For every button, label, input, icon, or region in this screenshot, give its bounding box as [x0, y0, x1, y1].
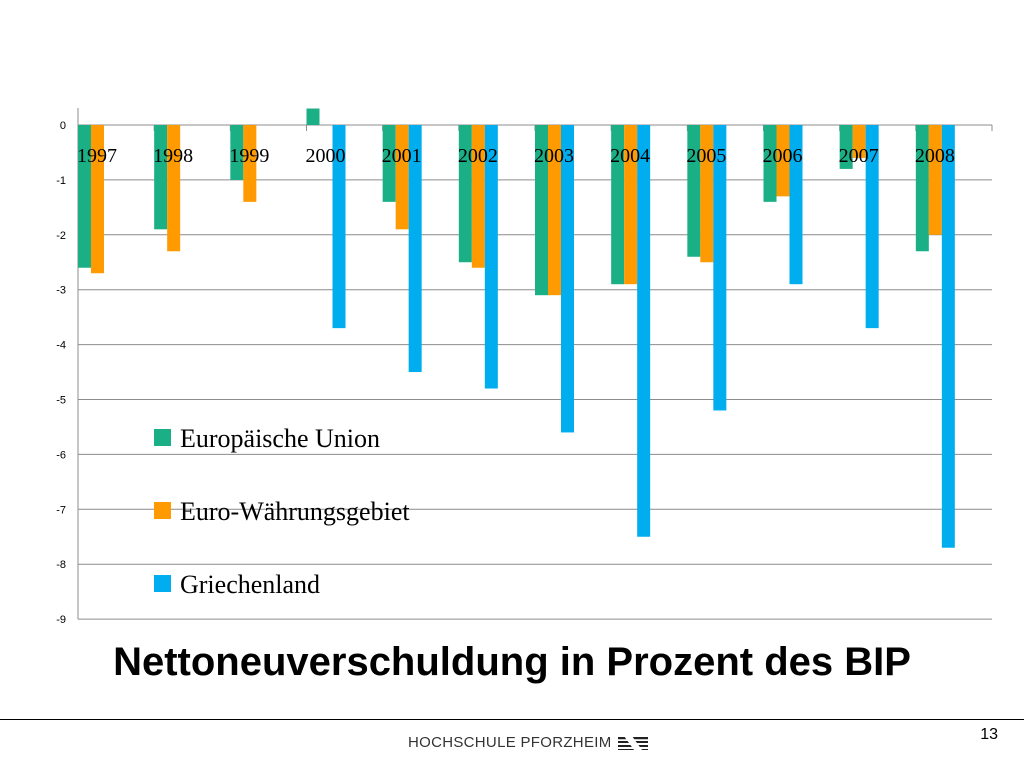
x-tick-label: 2000 — [306, 145, 346, 167]
bar — [230, 125, 244, 180]
x-tick-label: 2001 — [382, 145, 422, 167]
footer-logo: HOCHSCHULE PFORZHEIM — [408, 734, 648, 751]
y-tick-label: -1 — [56, 175, 66, 187]
logo-text: HOCHSCHULE PFORZHEIM — [408, 734, 612, 751]
bar — [91, 125, 104, 274]
bar — [154, 125, 168, 230]
bar — [548, 125, 561, 296]
page-number: 13 — [980, 726, 998, 743]
bar — [332, 125, 346, 329]
bar — [852, 125, 866, 158]
bar — [484, 125, 498, 389]
bar — [839, 125, 853, 169]
footer-divider — [0, 719, 1024, 720]
bar — [395, 125, 409, 230]
y-tick-label: 0 — [60, 120, 66, 132]
hochschule-pforzheim-logo-icon — [617, 735, 648, 750]
gridlines — [78, 179, 992, 620]
x-tick-label: 2005 — [686, 145, 726, 167]
legend-entry: Euro-Währungsgebiet — [180, 497, 410, 526]
bar — [306, 108, 320, 125]
x-tick-label: 2006 — [763, 145, 803, 167]
y-tick-label: -9 — [56, 614, 66, 626]
x-tick-label: 2004 — [610, 145, 650, 167]
x-tick-label: 2003 — [534, 145, 574, 167]
bar — [776, 125, 790, 197]
bar — [941, 125, 955, 548]
bar — [611, 125, 625, 285]
legend-swatch — [154, 502, 171, 519]
bar — [687, 125, 701, 257]
bar — [865, 125, 879, 329]
bar — [713, 125, 727, 411]
x-tick-labels: 1997 1998 1999 2000 2001 2002 2003 2004 2005 2006… — [77, 145, 955, 167]
chart-title: Nettoneuverschuldung in Prozent des BIP — [113, 640, 911, 684]
x-tick-label: 1997 — [77, 145, 117, 167]
chart: 0 -1 -2 -3 -4 -5 -6 -7 -8 -9 1997 1998 1999 2000 2001… — [56, 108, 993, 626]
y-tick-label: -6 — [56, 449, 66, 461]
bar — [243, 125, 257, 202]
x-tick-label: 2007 — [839, 145, 879, 167]
bar — [535, 125, 548, 296]
y-tick-label: -3 — [56, 285, 66, 297]
bar — [167, 125, 181, 252]
bar — [458, 125, 472, 263]
bar — [789, 125, 803, 285]
bar — [637, 125, 651, 537]
legend-entry: Griechenland — [180, 570, 320, 599]
legend-entry: Europäische Union — [180, 424, 380, 453]
y-tick-labels: 0 -1 -2 -3 -4 -5 -6 -7 -8 -9 — [56, 120, 66, 626]
bar — [928, 125, 942, 235]
legend: Europäische Union Euro-Währungsgebiet Grie… — [154, 424, 410, 599]
bar — [915, 125, 929, 252]
x-tick-label: 2002 — [458, 145, 498, 167]
bar — [561, 125, 574, 433]
x-tick-label: 1999 — [229, 145, 269, 167]
x-tick-label: 2008 — [915, 145, 955, 167]
bar — [408, 125, 422, 373]
bar — [624, 125, 638, 285]
y-tick-label: -7 — [56, 504, 66, 516]
bar — [78, 125, 91, 268]
bar — [382, 125, 396, 202]
bar — [700, 125, 714, 263]
y-tick-label: -4 — [56, 340, 66, 352]
y-tick-label: -8 — [56, 559, 66, 571]
legend-swatch — [154, 429, 171, 446]
bars — [78, 108, 955, 548]
y-tick-label: -2 — [56, 230, 66, 242]
x-tick-label: 1998 — [153, 145, 193, 167]
bar — [763, 125, 777, 202]
bar — [471, 125, 485, 268]
legend-swatch — [154, 575, 171, 592]
y-tick-label: -5 — [56, 395, 66, 407]
